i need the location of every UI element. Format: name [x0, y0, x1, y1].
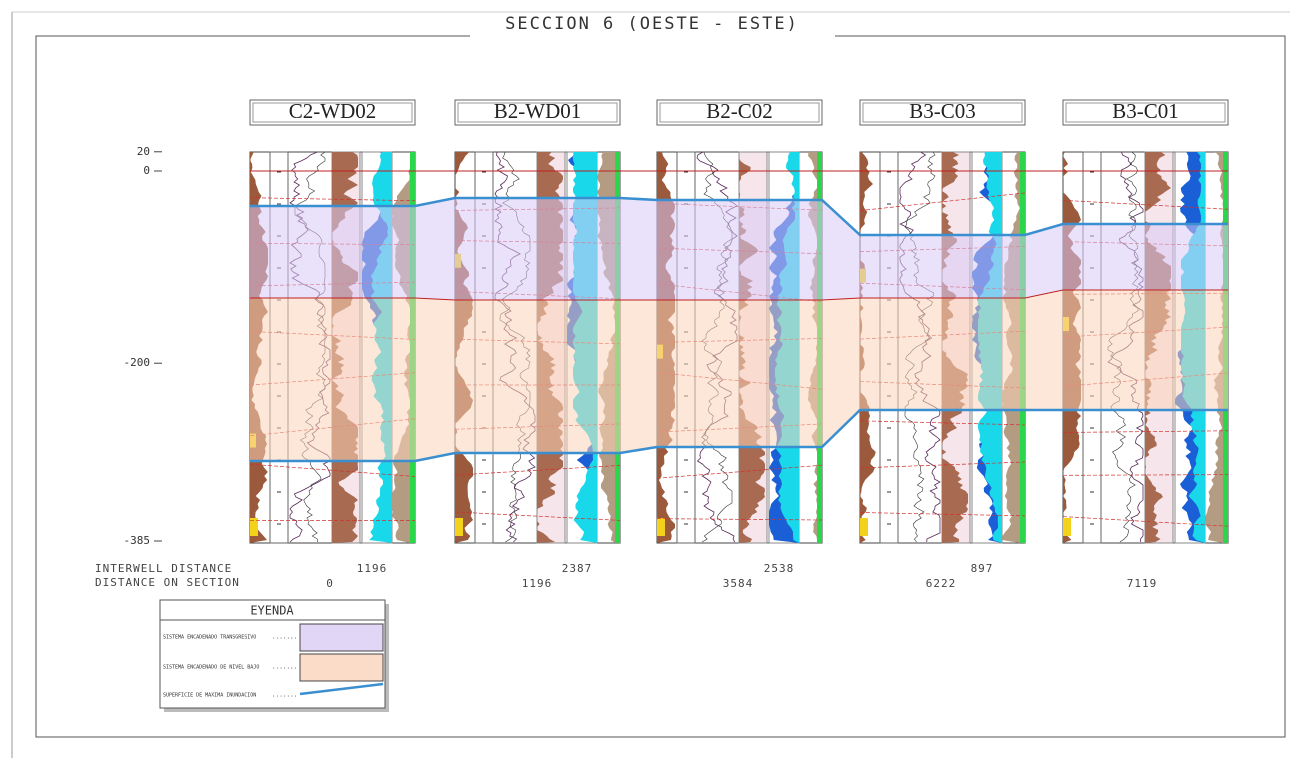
depth-label: 0 — [143, 164, 150, 177]
section-distance: 6222 — [926, 577, 957, 590]
legend-swatch — [300, 624, 383, 651]
interwell-distance: 1196 — [357, 562, 388, 575]
yellow-patch — [455, 518, 463, 536]
well-name: B2-WD01 — [494, 99, 582, 123]
yellow-patch — [1063, 518, 1071, 536]
legend-dots: ....... — [272, 664, 297, 671]
legend-dots: ....... — [272, 692, 297, 699]
yellow-patch — [657, 518, 665, 536]
legend-dots: ....... — [272, 634, 297, 641]
legend: EYENDA SISTEMA ENCADENADO TRANSGRESIVO S… — [160, 600, 389, 712]
section-distance: 0 — [326, 577, 334, 590]
depth-label: 20 — [137, 145, 150, 158]
section-distance: 1196 — [522, 577, 553, 590]
legend-item: SISTEMA ENCADENADO DE NIVEL BAJO — [163, 665, 259, 671]
title: SECCION 6 (OESTE - ESTE) — [505, 14, 799, 34]
section-label: DISTANCE ON SECTION — [95, 576, 240, 589]
well-name: B3-C01 — [1112, 99, 1179, 123]
yellow-patch — [860, 518, 868, 536]
section-distance: 3584 — [723, 577, 754, 590]
interwell-distance: 2538 — [764, 562, 795, 575]
section-distance: 7119 — [1127, 577, 1158, 590]
depth-label: -200 — [124, 356, 151, 369]
well-name: B2-C02 — [706, 99, 773, 123]
interwell-label: INTERWELL DISTANCE — [95, 562, 232, 575]
interwell-distance: 897 — [971, 562, 994, 575]
well-name: C2-WD02 — [289, 99, 377, 123]
legend-item: SUPERFICIE DE MAXIMA INUNDACION — [163, 693, 256, 699]
legend-item: SISTEMA ENCADENADO TRANSGRESIVO — [163, 635, 256, 641]
legend-title: EYENDA — [250, 604, 294, 618]
well-name: B3-C03 — [909, 99, 976, 123]
legend-swatch — [300, 654, 383, 681]
depth-label: -385 — [124, 534, 151, 547]
interwell-distance: 2387 — [562, 562, 593, 575]
